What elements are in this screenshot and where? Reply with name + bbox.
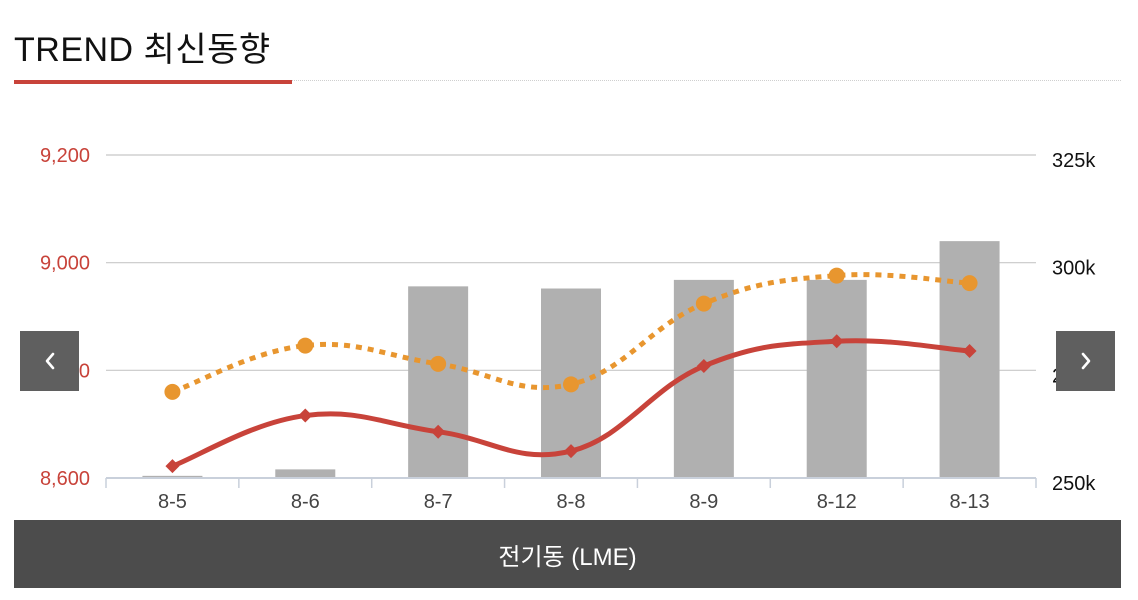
x-axis-tick-label: 8-7 [424, 491, 453, 513]
x-axis-tick-label: 8-5 [158, 491, 187, 513]
dotted-series-point [828, 267, 845, 284]
footer-label: 전기동 (LME) [498, 543, 637, 571]
solid-series-point [431, 424, 446, 439]
bar [142, 475, 203, 478]
solid-series-point [829, 334, 844, 349]
solid-series-point [564, 444, 578, 459]
left-axis-tick-label: 9,200 [40, 145, 90, 167]
x-axis-tick-label: 8-12 [817, 491, 857, 513]
dotted-series-point [297, 337, 314, 354]
x-axis-tick-label: 8-8 [557, 491, 586, 513]
title-divider [292, 80, 1121, 81]
dotted-series-point [164, 383, 181, 400]
title-underline [14, 80, 292, 84]
x-axis-tick-label: 8-13 [950, 491, 990, 513]
dotted-series-point [695, 295, 712, 312]
dotted-series-point [430, 355, 447, 372]
right-axis-tick-label: 300k [1052, 258, 1096, 280]
page-title: TREND 최신동향 [14, 31, 271, 69]
chevron-right-icon [1081, 352, 1090, 370]
bar [806, 279, 867, 478]
dotted-series-point [563, 376, 579, 393]
footer-bar: 전기동 (LME) [14, 520, 1121, 588]
right-axis-tick-label: 250k [1052, 473, 1096, 495]
next-button[interactable] [1056, 331, 1115, 391]
dotted-series-point [961, 275, 978, 292]
right-axis-tick-label: 325k [1052, 150, 1096, 172]
bar [408, 286, 469, 478]
prev-button[interactable] [20, 331, 79, 391]
bar [275, 469, 336, 478]
x-axis-tick-label: 8-6 [291, 491, 320, 513]
solid-series-point [696, 359, 711, 374]
chevron-left-icon [45, 352, 54, 370]
solid-series-point [962, 343, 977, 358]
left-axis-tick-label: 8,600 [40, 468, 90, 490]
x-axis-tick-label: 8-9 [689, 491, 718, 513]
solid-series-point [165, 459, 180, 474]
solid-series-point [298, 408, 313, 423]
left-axis-tick-label: 9,000 [40, 253, 90, 275]
